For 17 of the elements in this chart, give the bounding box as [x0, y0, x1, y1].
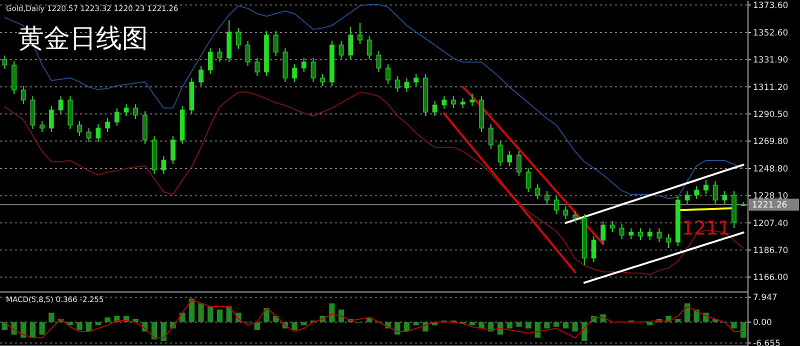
y-tick-label: 1269.80: [753, 137, 788, 148]
y-tick-label: 1248.80: [753, 164, 788, 175]
y-tick-label: 0.00: [753, 318, 772, 328]
y-tick-label: 1352.60: [753, 28, 788, 39]
y-tick-label: 1290.50: [753, 110, 788, 120]
y-tick-label: 7.947: [753, 293, 778, 304]
annotation: 1211: [682, 217, 730, 240]
text: 黄金日线图: [18, 24, 148, 54]
y-tick-label: 1186.70: [753, 246, 788, 256]
y-tick-label: 1228.10: [753, 192, 788, 202]
y-tick-label: -6.655: [753, 338, 780, 346]
y-tick-label: 1373.60: [753, 1, 788, 12]
y-tick-label: 1207.40: [753, 218, 788, 229]
y-tick-label: 1311.20: [753, 82, 788, 93]
ref-line-label: 1221.26: [752, 200, 788, 211]
y-tick-label: 1331.90: [753, 56, 788, 66]
y-tick-label: 1166.00: [753, 273, 788, 284]
